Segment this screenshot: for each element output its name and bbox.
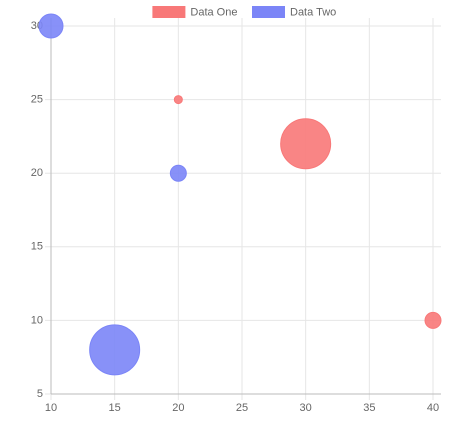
x-tick-label: 20	[172, 402, 184, 414]
legend-swatch[interactable]	[252, 6, 285, 18]
x-tick-label: 35	[363, 402, 375, 414]
x-tick-label: 30	[300, 402, 312, 414]
x-tick-label: 10	[45, 402, 57, 414]
bubble	[424, 311, 442, 329]
legend-swatch[interactable]	[152, 6, 186, 18]
y-tick-label: 20	[31, 167, 43, 179]
legend-label[interactable]: Data Two	[290, 6, 336, 18]
x-tick-label: 15	[109, 402, 121, 414]
bubble	[280, 118, 332, 170]
y-tick-label: 10	[31, 314, 43, 326]
bubble	[38, 13, 64, 39]
x-tick-label: 40	[427, 402, 439, 414]
legend-label[interactable]: Data One	[190, 6, 237, 18]
y-tick-label: 5	[37, 388, 43, 400]
y-tick-label: 25	[31, 94, 43, 106]
bubble	[173, 95, 183, 105]
y-tick-label: 15	[31, 241, 43, 253]
bubble	[89, 324, 141, 376]
bubble	[169, 164, 187, 182]
x-tick-label: 25	[236, 402, 248, 414]
